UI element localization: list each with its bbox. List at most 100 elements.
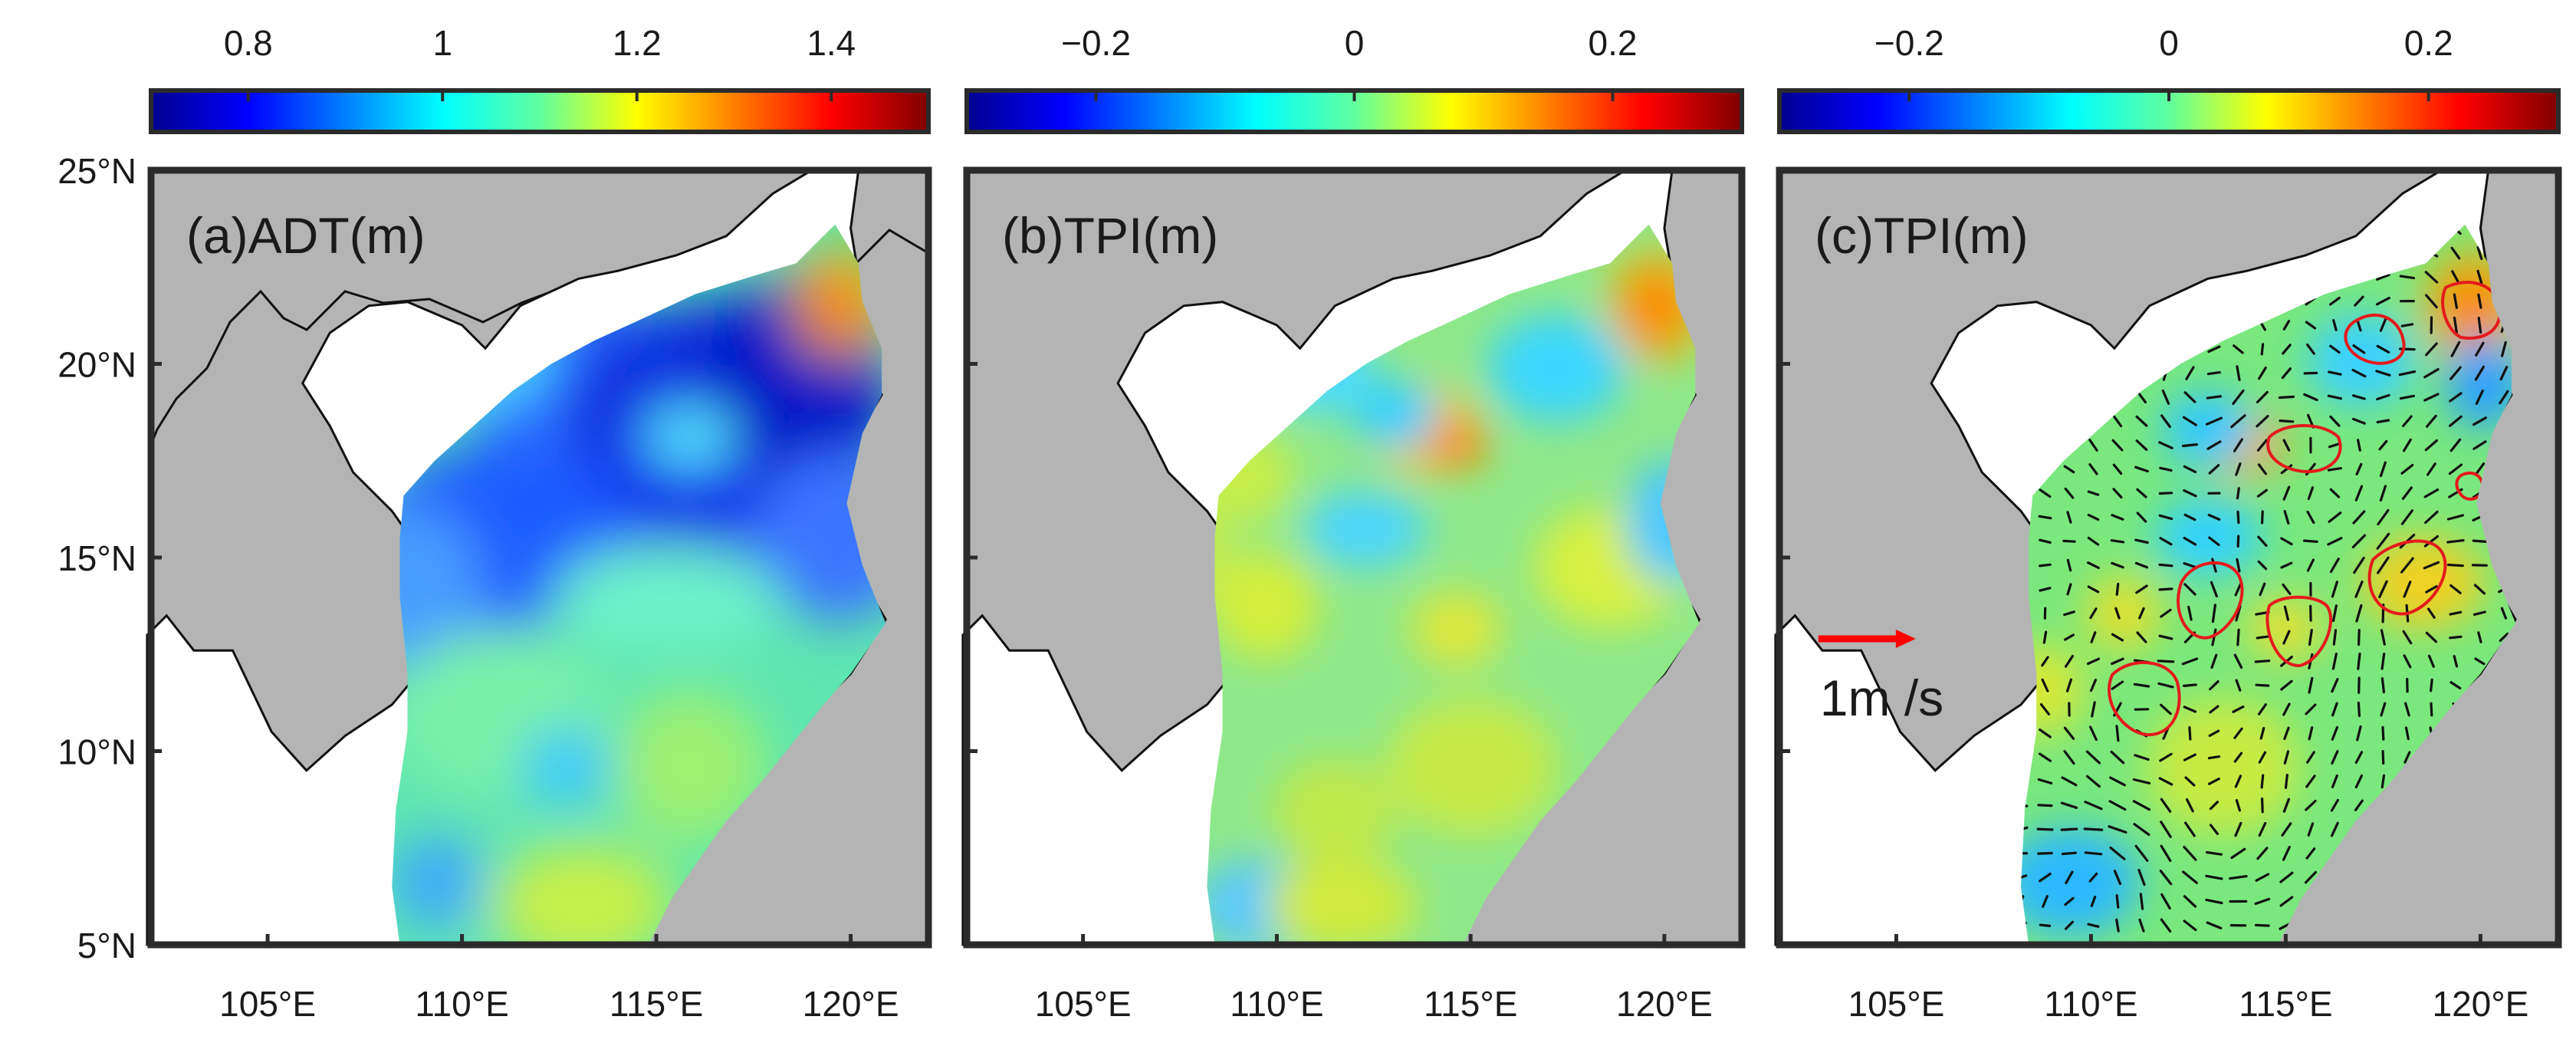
current-vector xyxy=(2037,804,2053,808)
current-vector xyxy=(2331,581,2338,598)
current-vector xyxy=(2157,660,2175,663)
current-vector xyxy=(2159,869,2173,886)
current-vector xyxy=(2255,873,2270,882)
current-vector xyxy=(2304,870,2317,884)
current-vector xyxy=(2157,682,2174,689)
current-vector xyxy=(2306,510,2315,525)
current-vector xyxy=(2307,486,2315,501)
current-vector xyxy=(2112,415,2123,428)
current-vector xyxy=(2450,584,2462,594)
current-vector xyxy=(2279,419,2295,423)
current-vector xyxy=(2400,323,2414,327)
current-vector xyxy=(2234,821,2242,837)
lon-tick-label: 110°E xyxy=(1230,984,1323,1024)
current-vector xyxy=(2306,343,2315,355)
current-vector xyxy=(2134,754,2150,761)
current-vector xyxy=(2132,800,2151,811)
current-vector xyxy=(2206,395,2222,400)
lon-tick-label: 105°E xyxy=(1035,984,1132,1024)
current-vector xyxy=(2209,824,2219,835)
current-vector xyxy=(2041,678,2049,692)
current-vector xyxy=(2453,293,2458,309)
current-vector xyxy=(2236,487,2240,500)
current-vector xyxy=(2451,270,2460,285)
current-vector xyxy=(2280,679,2293,691)
current-vector xyxy=(2066,558,2072,572)
current-vector xyxy=(2256,390,2269,404)
current-vector xyxy=(2089,607,2098,620)
current-vector xyxy=(2425,585,2438,594)
current-vector xyxy=(2115,894,2120,909)
current-vector xyxy=(2376,273,2390,281)
current-vector xyxy=(2160,608,2172,618)
current-vector xyxy=(2060,801,2078,809)
panel-a: 0.8 1 1.2 1.4 xyxy=(58,23,932,1024)
current-vector xyxy=(2061,851,2077,856)
current-vector xyxy=(2063,726,2075,740)
lat-tick-label: 5°N xyxy=(77,926,136,965)
current-vector xyxy=(2308,726,2314,741)
current-vector xyxy=(2327,537,2343,546)
current-vector xyxy=(2453,655,2459,668)
current-vector xyxy=(2085,775,2101,788)
current-vector xyxy=(2381,725,2385,741)
current-vector xyxy=(2430,678,2433,692)
current-vector xyxy=(2036,827,2054,831)
current-vector xyxy=(2377,556,2390,574)
current-vector xyxy=(2450,340,2461,357)
current-vector xyxy=(2352,510,2366,525)
current-vector xyxy=(2376,393,2390,401)
current-vector xyxy=(2256,488,2268,498)
current-vector xyxy=(2282,798,2290,813)
current-vector xyxy=(2233,344,2244,354)
current-vector xyxy=(2308,628,2313,646)
current-vector xyxy=(2381,749,2385,765)
lon-tick-label: 110°E xyxy=(2044,984,2137,1024)
current-vector xyxy=(2254,659,2271,663)
current-vector xyxy=(2400,509,2413,525)
map-b-lon-ticks: 105°E 110°E 115°E 120°E xyxy=(1035,934,1713,1024)
current-vector xyxy=(2206,371,2221,376)
current-vector xyxy=(2111,657,2124,666)
current-vector xyxy=(2450,681,2462,690)
current-vector xyxy=(2475,341,2485,357)
current-vector xyxy=(2423,535,2439,548)
eddy-contour xyxy=(2266,595,2332,668)
current-vector xyxy=(2233,727,2243,739)
current-vector xyxy=(2282,583,2292,595)
current-vector xyxy=(2233,752,2243,763)
panel-a-title: (a)ADT(m) xyxy=(186,207,426,264)
current-vector xyxy=(2209,705,2220,714)
current-vector xyxy=(2158,492,2174,495)
current-vector xyxy=(2424,439,2438,452)
current-vector xyxy=(2160,414,2171,429)
panel-b: −0.2 0 0.2 xyxy=(961,23,1746,1024)
current-vector xyxy=(2039,872,2052,883)
map-a-lon-ticks: 105°E 110°E 115°E 120°E xyxy=(219,934,899,1024)
current-vector xyxy=(2063,610,2075,617)
current-vector xyxy=(2084,851,2103,856)
current-vector xyxy=(2039,563,2052,567)
current-vector xyxy=(2380,774,2386,789)
current-vector xyxy=(2283,726,2290,741)
current-vector xyxy=(2403,654,2412,669)
current-vector xyxy=(2039,538,2052,544)
current-vector xyxy=(2354,295,2364,307)
current-vector xyxy=(2207,755,2221,760)
current-vector xyxy=(2403,581,2412,598)
current-vector xyxy=(2138,918,2145,933)
current-vector xyxy=(2425,631,2438,643)
current-vector xyxy=(2376,532,2390,550)
current-vector xyxy=(2042,630,2048,644)
current-vector xyxy=(2256,847,2269,860)
lat-tick-label: 15°N xyxy=(58,538,136,578)
current-vector xyxy=(2039,702,2050,715)
colorbar-c-tick-label: −0.2 xyxy=(1875,23,1944,63)
current-vector xyxy=(2158,563,2174,567)
current-vector xyxy=(2446,514,2464,521)
current-vector xyxy=(2236,365,2241,381)
current-vector xyxy=(2427,607,2436,619)
colorbar-a-bar xyxy=(149,88,931,134)
current-vector xyxy=(2205,850,2223,856)
current-vector xyxy=(2356,318,2362,332)
